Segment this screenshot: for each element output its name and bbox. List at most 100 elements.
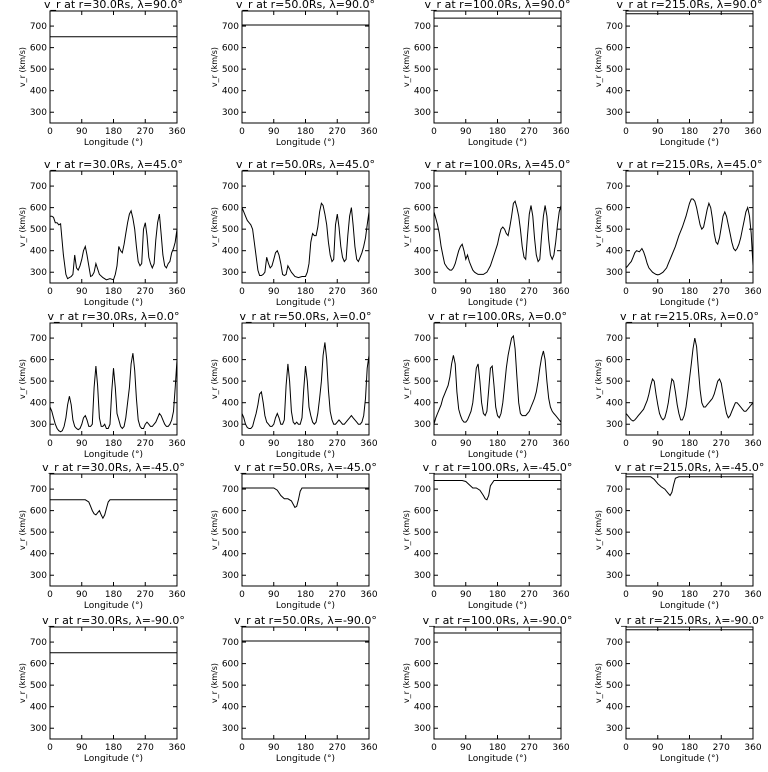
x-tick-label: 270 [713, 590, 730, 600]
y-tick-label: 600 [606, 507, 623, 517]
y-tick-label: 600 [222, 356, 239, 366]
y-axis-label: v_r (km/s) [18, 47, 27, 87]
y-tick-label: 700 [606, 638, 623, 648]
chart-title: v_r at r=50.0Rs, λ=0.0° [240, 310, 372, 323]
y-tick-label: 700 [606, 22, 623, 32]
x-tick-label: 90 [652, 743, 664, 753]
y-axis-label: v_r (km/s) [594, 510, 603, 550]
plot-frame [625, 10, 754, 124]
y-tick-label: 300 [606, 268, 623, 278]
x-tick-label: 180 [681, 287, 698, 297]
x-tick-label: 90 [268, 127, 280, 137]
y-axis-label: v_r (km/s) [210, 47, 219, 87]
x-tick-label: 180 [105, 743, 122, 753]
x-tick-label: 180 [297, 743, 314, 753]
y-tick-label: 500 [606, 528, 623, 538]
y-tick-label: 600 [222, 507, 239, 517]
x-tick-label: 270 [521, 287, 538, 297]
x-axis-label: Longitude (°) [276, 138, 335, 148]
x-tick-label: 0 [47, 127, 53, 137]
chart-panel-6: v_r at r=100.0Rs, λ=45.0° 0 90 180 270 360 300… [402, 158, 570, 308]
x-tick-label: 270 [329, 127, 346, 137]
plot-frame [433, 322, 562, 436]
x-tick-label: 90 [652, 590, 664, 600]
y-tick-label: 600 [606, 660, 623, 670]
x-tick-label: 270 [137, 590, 154, 600]
x-tick-label: 0 [47, 590, 53, 600]
y-tick-label: 500 [30, 225, 47, 235]
x-tick-label: 360 [168, 127, 185, 137]
y-axis-label: v_r (km/s) [594, 663, 603, 703]
y-tick-label: 500 [30, 65, 47, 75]
y-tick-label: 300 [606, 108, 623, 118]
x-tick-label: 0 [239, 590, 245, 600]
y-axis-label: v_r (km/s) [594, 359, 603, 399]
x-tick-label: 90 [76, 127, 88, 137]
y-tick-label: 700 [222, 485, 239, 495]
series-line [50, 353, 177, 433]
chart-panel-13: v_r at r=50.0Rs, λ=-45.0° 0 90 180 270 360 300… [210, 461, 378, 611]
x-tick-label: 360 [168, 590, 185, 600]
x-tick-label: 180 [297, 127, 314, 137]
x-tick-label: 0 [623, 590, 629, 600]
y-axis-label: v_r (km/s) [402, 663, 411, 703]
x-axis-label: Longitude (°) [660, 450, 719, 460]
x-tick-label: 0 [623, 743, 629, 753]
y-tick-label: 500 [606, 681, 623, 691]
plot-frame [433, 10, 562, 124]
x-axis-label: Longitude (°) [660, 298, 719, 308]
x-tick-label: 360 [552, 590, 569, 600]
y-tick-label: 600 [222, 204, 239, 214]
y-tick-label: 300 [414, 724, 431, 734]
y-tick-label: 600 [30, 44, 47, 54]
series-line [626, 198, 753, 276]
y-tick-label: 400 [30, 703, 47, 713]
chart-title: v_r at r=215.0Rs, λ=45.0° [617, 158, 763, 171]
plot-frame [241, 170, 370, 284]
x-tick-label: 180 [105, 439, 122, 449]
series-line [434, 480, 561, 501]
chart-title: v_r at r=50.0Rs, λ=-45.0° [234, 461, 377, 474]
chart-title: v_r at r=30.0Rs, λ=0.0° [48, 310, 180, 323]
chart-title: v_r at r=100.0Rs, λ=-45.0° [423, 461, 573, 474]
y-tick-label: 400 [222, 399, 239, 409]
chart-title: v_r at r=30.0Rs, λ=45.0° [44, 158, 183, 171]
x-tick-label: 270 [713, 743, 730, 753]
y-tick-label: 300 [414, 571, 431, 581]
y-tick-label: 500 [606, 377, 623, 387]
y-axis-label: v_r (km/s) [594, 207, 603, 247]
x-tick-label: 180 [105, 287, 122, 297]
x-tick-label: 90 [460, 743, 472, 753]
chart-title: v_r at r=50.0Rs, λ=90.0° [236, 0, 375, 11]
chart-title: v_r at r=50.0Rs, λ=45.0° [236, 158, 375, 171]
chart-panel-7: v_r at r=215.0Rs, λ=45.0° 0 90 180 270 360 300… [594, 158, 762, 308]
y-tick-label: 500 [222, 225, 239, 235]
y-tick-label: 500 [414, 681, 431, 691]
x-tick-label: 270 [329, 590, 346, 600]
series-line [242, 342, 369, 429]
y-axis-label: v_r (km/s) [402, 510, 411, 550]
x-tick-label: 90 [76, 590, 88, 600]
y-tick-label: 400 [414, 550, 431, 560]
x-tick-label: 90 [268, 743, 280, 753]
x-tick-label: 180 [489, 590, 506, 600]
y-tick-label: 400 [606, 703, 623, 713]
x-axis-label: Longitude (°) [84, 138, 143, 148]
y-axis-label: v_r (km/s) [18, 510, 27, 550]
y-tick-label: 600 [222, 660, 239, 670]
y-tick-label: 400 [30, 247, 47, 257]
y-tick-label: 600 [414, 44, 431, 54]
plot-frame [433, 473, 562, 587]
y-tick-label: 300 [30, 571, 47, 581]
y-tick-label: 300 [222, 420, 239, 430]
y-tick-label: 300 [606, 420, 623, 430]
y-axis-label: v_r (km/s) [210, 663, 219, 703]
x-tick-label: 360 [168, 743, 185, 753]
series-line [50, 209, 177, 281]
x-tick-label: 0 [239, 287, 245, 297]
y-tick-label: 700 [606, 182, 623, 192]
plot-frame [625, 170, 754, 284]
x-tick-label: 360 [168, 287, 185, 297]
